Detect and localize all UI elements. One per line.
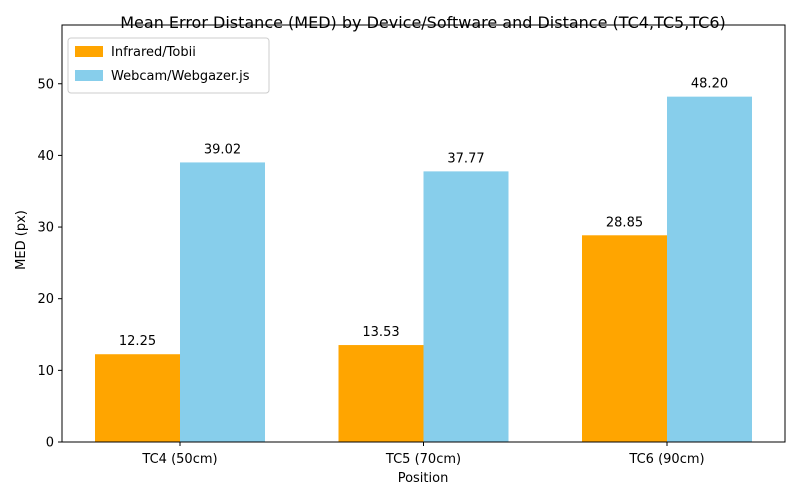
bar-infrared-tobii-tc6-90cm xyxy=(582,235,667,442)
y-tick-label-20: 20 xyxy=(37,292,54,307)
bar-infrared-tobii-tc5-70cm xyxy=(338,345,424,442)
data-label-infrared-tobii-tc6-90cm: 28.85 xyxy=(606,215,643,230)
data-label-webcam-webgazer-js-tc6-90cm: 48.20 xyxy=(691,77,728,92)
legend-label-webcam-webgazer: Webcam/Webgazer.js xyxy=(111,69,250,84)
bars-layer xyxy=(95,96,752,443)
legend: Infrared/Tobii Webcam/Webgazer.js xyxy=(67,37,270,94)
y-tick-label-30: 30 xyxy=(37,221,54,236)
y-tick-label-50: 50 xyxy=(37,77,54,92)
x-axis-label: Position xyxy=(398,471,449,486)
plot-frame xyxy=(61,24,786,443)
x-tick-label-tc4-50cm: TC4 (50cm) xyxy=(141,452,217,467)
legend-swatch-webcam-webgazer xyxy=(75,70,103,81)
y-axis: 0 10 20 30 40 50 xyxy=(37,77,62,451)
data-label-webcam-webgazer-js-tc4-50cm: 39.02 xyxy=(204,142,241,157)
bar-webcam-webgazer-js-tc5-70cm xyxy=(423,171,509,443)
legend-label-infrared-tobii: Infrared/Tobii xyxy=(111,45,196,60)
data-labels-layer: 12.25 39.02 13.53 37.77 28.85 48.20 xyxy=(119,77,728,350)
data-label-infrared-tobii-tc5-70cm: 13.53 xyxy=(362,325,399,340)
bar-infrared-tobii-tc4-50cm xyxy=(95,354,180,442)
x-axis: TC4 (50cm) TC5 (70cm) TC6 (90cm) xyxy=(141,442,705,467)
bar-webcam-webgazer-js-tc4-50cm xyxy=(180,162,265,442)
legend-swatch-infrared-tobii xyxy=(75,46,103,57)
y-axis-label: MED (px) xyxy=(14,210,29,270)
y-tick-label-40: 40 xyxy=(37,149,54,164)
y-tick-label-0: 0 xyxy=(46,436,54,451)
data-label-infrared-tobii-tc4-50cm: 12.25 xyxy=(119,334,156,349)
data-label-webcam-webgazer-js-tc5-70cm: 37.77 xyxy=(447,151,484,166)
bar-webcam-webgazer-js-tc6-90cm xyxy=(667,96,752,443)
legend-box xyxy=(67,37,270,94)
y-tick-label-10: 10 xyxy=(37,364,54,379)
x-tick-label-tc6-90cm: TC6 (90cm) xyxy=(628,452,704,467)
chart-title: Mean Error Distance (MED) by Device/Soft… xyxy=(120,13,726,32)
x-tick-label-tc5-70cm: TC5 (70cm) xyxy=(385,452,461,467)
